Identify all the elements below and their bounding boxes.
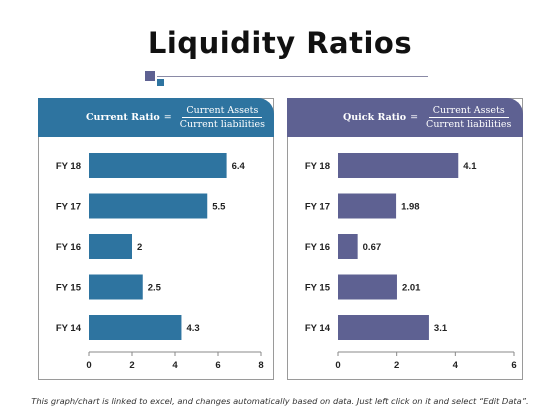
bar-value-label: 6.4 xyxy=(232,161,246,172)
category-label: FY 17 xyxy=(56,202,81,213)
bar-value-label: 2.5 xyxy=(148,283,162,294)
x-tick-label: 2 xyxy=(129,360,134,371)
bar xyxy=(89,153,227,178)
quick-ratio-header: Quick Ratio = Current Assets Current lia… xyxy=(287,98,523,137)
bar-value-label: 4.1 xyxy=(463,161,477,172)
formula-label: Current Ratio xyxy=(86,112,160,123)
bar xyxy=(338,315,429,340)
bar-value-label: 0.67 xyxy=(363,242,382,253)
bar xyxy=(338,274,397,300)
footer-note: This graph/chart is linked to excel, and… xyxy=(31,396,529,406)
quick-ratio-panel: Quick Ratio = Current Assets Current lia… xyxy=(287,98,523,380)
x-tick-label: 2 xyxy=(394,360,399,371)
formula-numerator: Current Assets xyxy=(428,105,509,118)
bar-value-label: 2.01 xyxy=(402,283,421,294)
category-label: FY 18 xyxy=(305,161,330,172)
category-label: FY 14 xyxy=(56,323,82,334)
decor-square-large xyxy=(145,71,155,81)
category-label: FY 16 xyxy=(56,242,81,253)
quick-ratio-formula: Quick Ratio = Current Assets Current lia… xyxy=(343,98,515,137)
bar xyxy=(89,274,143,300)
category-label: FY 16 xyxy=(305,242,330,253)
formula-equals: = xyxy=(410,112,419,123)
category-label: FY 14 xyxy=(305,323,331,334)
bar xyxy=(89,234,132,259)
x-tick-label: 6 xyxy=(215,360,220,371)
bar-value-label: 1.98 xyxy=(401,202,420,213)
bar-value-label: 3.1 xyxy=(434,323,448,334)
current-ratio-header: Current Ratio = Current Assets Current l… xyxy=(38,98,274,137)
x-tick-label: 6 xyxy=(511,360,516,371)
formula-denominator: Current liabilities xyxy=(426,119,512,130)
current-ratio-panel: Current Ratio = Current Assets Current l… xyxy=(38,98,274,380)
page-title: Liquidity Ratios xyxy=(147,26,413,60)
bar-value-label: 5.5 xyxy=(212,202,226,213)
formula-equals: = xyxy=(163,112,172,123)
category-label: FY 15 xyxy=(56,283,82,294)
bar xyxy=(338,193,397,219)
formula-fraction: Current Assets Current liabilities xyxy=(176,105,269,130)
category-label: FY 15 xyxy=(305,283,331,294)
x-tick-label: 4 xyxy=(172,360,178,371)
decor-square-small xyxy=(157,79,164,86)
x-tick-label: 4 xyxy=(453,360,459,371)
title-underline xyxy=(157,76,428,77)
bar xyxy=(338,234,358,259)
x-tick-label: 0 xyxy=(335,360,340,371)
bar-value-label: 4.3 xyxy=(186,323,199,334)
quick-ratio-chart[interactable]: FY 18 4.1 FY 17 1.98 FY 16 0.67 FY 15 2.01 FY 14… xyxy=(288,99,522,379)
bar-value-label: 2 xyxy=(137,242,142,253)
category-label: FY 17 xyxy=(305,202,330,213)
current-ratio-chart[interactable]: FY 18 6.4 FY 17 5.5 FY 16 2 FY 15 2.5 FY 14 4.3 0 2… xyxy=(39,99,273,379)
bar xyxy=(89,193,208,219)
bar xyxy=(89,315,182,340)
formula-denominator: Current liabilities xyxy=(179,119,266,130)
formula-label: Quick Ratio xyxy=(343,112,407,123)
formula-numerator: Current Assets xyxy=(182,105,263,118)
x-tick-label: 0 xyxy=(86,360,91,371)
x-tick-label: 8 xyxy=(258,360,263,371)
category-label: FY 18 xyxy=(56,161,81,172)
current-ratio-formula: Current Ratio = Current Assets Current l… xyxy=(86,98,269,137)
bar xyxy=(338,153,459,178)
formula-fraction: Current Assets Current liabilities xyxy=(422,105,515,130)
